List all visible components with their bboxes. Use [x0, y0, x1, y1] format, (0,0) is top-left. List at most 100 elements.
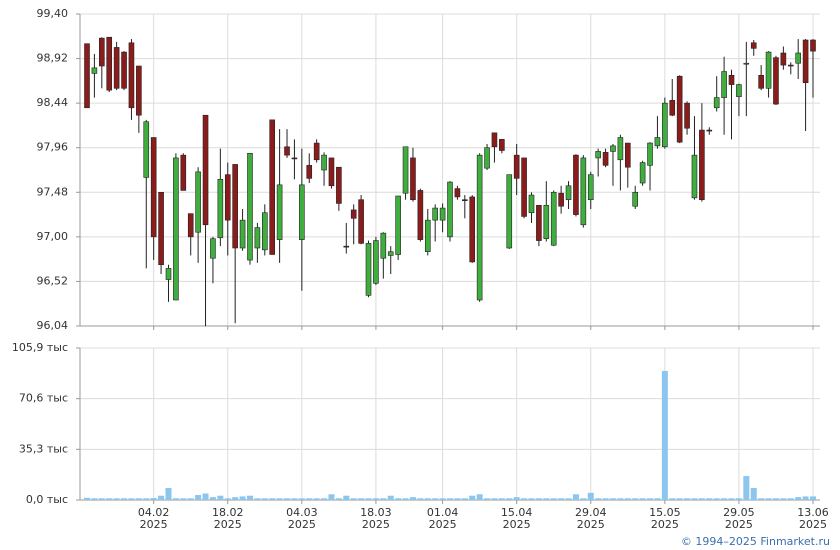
candle-body — [565, 185, 572, 201]
candle-body — [462, 199, 468, 202]
volume-bar — [343, 495, 350, 500]
volume-bar — [224, 498, 231, 500]
y-tick-label: 97,00 — [37, 230, 69, 243]
volume-bar — [106, 498, 113, 500]
candle-body — [639, 162, 646, 184]
candle-body — [224, 174, 231, 221]
candle-body — [647, 142, 653, 166]
candle-body — [802, 39, 809, 84]
candle-body — [528, 194, 535, 214]
y-tick-label: 35,3 тыс — [19, 442, 68, 455]
candle-body — [84, 43, 90, 109]
y-tick-label: 98,44 — [37, 96, 69, 109]
volume-bar — [587, 492, 594, 500]
volume-bar — [706, 498, 713, 500]
candle-body — [106, 36, 113, 91]
candle-body — [202, 114, 209, 226]
x-tick-label: 04.03 2025 — [286, 506, 318, 531]
volume-bar — [232, 497, 239, 500]
volume-bar — [135, 498, 142, 500]
candle-body — [232, 164, 238, 249]
candle-body — [165, 268, 172, 280]
volume-bar — [372, 498, 379, 500]
y-tick-label: 97,96 — [37, 141, 69, 154]
volume-bar — [484, 498, 491, 500]
candle-body — [180, 154, 187, 191]
x-tick-label: 04.02 2025 — [137, 506, 170, 531]
candle-body — [587, 174, 594, 201]
candle-body — [358, 199, 364, 244]
volume-bar — [447, 498, 453, 500]
y-tick-label: 96,52 — [37, 274, 69, 287]
candle-body — [276, 184, 283, 240]
candle-body — [239, 219, 246, 249]
volume-bar — [335, 498, 342, 500]
candle-body — [128, 42, 135, 109]
candle-body — [676, 75, 683, 143]
volume-bar — [261, 498, 268, 500]
volume-bar — [454, 498, 461, 500]
volume-bar — [550, 498, 557, 500]
volume-bar — [409, 497, 416, 500]
volume-bar — [306, 498, 313, 500]
candle-body — [336, 166, 342, 204]
candle-body — [328, 157, 335, 187]
candle-body — [365, 243, 372, 296]
volume-bar — [639, 498, 646, 500]
candle-body — [313, 142, 320, 161]
candle-body — [254, 227, 261, 249]
volume-bar — [209, 497, 216, 500]
volume-bar — [254, 498, 261, 500]
volume-bar — [595, 498, 602, 500]
candle-body — [299, 184, 305, 240]
candle-body — [662, 102, 668, 148]
candle-body — [150, 137, 157, 238]
candle-body — [136, 65, 142, 116]
volume-bar — [691, 498, 698, 500]
candle-body — [284, 146, 290, 156]
candle-body — [765, 51, 772, 89]
volume-bar — [217, 495, 224, 500]
volume-bar — [424, 498, 431, 500]
volume-bar — [113, 498, 120, 500]
candle-body — [121, 51, 127, 89]
candle-body — [210, 238, 216, 259]
y-tick-label: 98,92 — [37, 52, 69, 65]
y-tick-label: 97,48 — [37, 185, 69, 198]
volume-bar — [676, 498, 683, 500]
volume-bar — [565, 498, 572, 500]
volume-bar — [276, 498, 283, 500]
volume-bar — [750, 487, 757, 500]
candle-body — [513, 154, 520, 179]
volume-bar — [572, 494, 579, 500]
candle-body — [306, 165, 313, 179]
candle-body — [380, 232, 387, 259]
volume-bar — [128, 498, 135, 500]
candle-body — [91, 67, 98, 74]
candle-body — [787, 64, 794, 67]
volume-bar — [417, 498, 424, 500]
volume-bar — [528, 498, 535, 500]
candle-body — [269, 119, 276, 255]
candle-body — [580, 157, 587, 226]
candle-body — [484, 147, 490, 169]
volume-bar — [98, 498, 105, 500]
volume-bar — [602, 498, 609, 500]
volume-bar — [350, 498, 357, 500]
y-tick-label: 105,9 тыс — [12, 341, 68, 354]
candle-body — [261, 212, 268, 251]
volume-bar — [439, 498, 446, 500]
candle-body — [721, 71, 727, 98]
candle-body — [610, 145, 616, 152]
volume-bar — [765, 498, 772, 500]
volume-bar — [365, 498, 372, 500]
volume-bar — [298, 498, 305, 500]
candle-body — [758, 74, 764, 89]
volume-bar — [513, 497, 520, 500]
volume-bar — [802, 496, 809, 500]
candle-body — [99, 37, 105, 67]
x-tick-label: 18.02 2025 — [212, 506, 244, 531]
candle-body — [350, 209, 357, 219]
candle-body — [469, 196, 476, 263]
